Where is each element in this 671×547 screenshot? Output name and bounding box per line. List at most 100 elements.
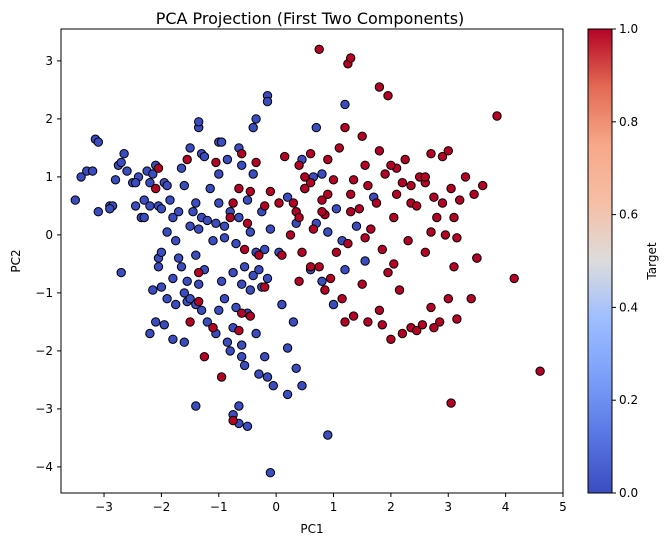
data-point <box>254 250 264 260</box>
data-point <box>386 160 396 171</box>
y-tick-label: 3 <box>45 54 53 68</box>
data-point <box>248 270 258 281</box>
data-point <box>122 166 132 176</box>
data-point <box>426 149 436 159</box>
data-point <box>194 117 204 127</box>
data-point <box>366 224 376 234</box>
data-point <box>245 186 256 197</box>
data-point <box>242 195 253 205</box>
data-point <box>337 294 347 304</box>
data-point <box>208 236 218 246</box>
data-point <box>194 224 204 234</box>
colorbar-label: Target <box>645 242 659 280</box>
data-point <box>234 401 244 411</box>
data-point <box>145 178 155 188</box>
data-point <box>219 221 230 231</box>
data-point <box>260 282 270 292</box>
data-point <box>354 204 364 214</box>
data-point <box>389 212 399 223</box>
data-point <box>371 198 382 208</box>
data-point <box>242 218 253 229</box>
data-point <box>156 282 167 292</box>
data-point <box>282 343 293 353</box>
data-point <box>374 146 385 156</box>
x-tick-label: 0 <box>272 500 280 514</box>
data-point <box>70 195 81 205</box>
data-point <box>265 468 276 478</box>
data-point <box>93 137 104 147</box>
data-point <box>323 430 333 440</box>
data-point <box>472 253 482 263</box>
data-point <box>254 369 264 379</box>
data-point <box>323 227 333 237</box>
data-point <box>262 96 273 107</box>
data-point <box>168 334 178 344</box>
data-point <box>282 389 293 400</box>
data-point <box>145 328 155 339</box>
data-point <box>374 82 385 92</box>
data-point <box>429 323 439 333</box>
data-point <box>239 244 250 255</box>
data-point <box>314 262 324 272</box>
data-point <box>363 180 373 191</box>
data-point <box>216 137 227 147</box>
data-point <box>173 253 184 263</box>
x-tick-label: −2 <box>153 500 171 514</box>
data-point <box>325 273 336 284</box>
data-point <box>239 360 250 371</box>
data-point <box>449 212 459 223</box>
data-point <box>323 189 333 200</box>
data-point <box>179 337 190 347</box>
data-point <box>363 317 373 327</box>
data-point <box>403 236 413 246</box>
y-tick-label: −1 <box>35 286 53 300</box>
data-point <box>93 207 104 217</box>
data-point <box>446 183 456 194</box>
data-point <box>168 273 178 284</box>
data-point <box>165 195 175 205</box>
data-point <box>374 305 385 315</box>
data-point <box>194 267 204 278</box>
data-point <box>274 198 284 208</box>
data-point <box>360 160 370 171</box>
data-point <box>377 320 387 330</box>
data-point <box>237 279 247 289</box>
data-point <box>202 215 213 226</box>
colorbar-tick-label: 1.0 <box>619 22 638 36</box>
data-point <box>214 169 224 179</box>
data-point <box>153 163 164 173</box>
data-point <box>234 325 244 336</box>
data-point <box>110 175 121 185</box>
data-point <box>420 172 430 182</box>
data-point <box>216 372 227 382</box>
data-point <box>205 183 215 194</box>
y-axis-label: PC2 <box>9 249 23 272</box>
x-tick-label: 3 <box>444 500 452 514</box>
data-point <box>260 201 270 211</box>
chart-title: PCA Projection (First Two Components) <box>156 9 465 28</box>
data-point <box>248 122 258 133</box>
data-point <box>145 201 155 211</box>
data-point <box>443 294 453 304</box>
y-tick-label: 0 <box>45 228 53 242</box>
data-point <box>351 221 362 231</box>
data-point <box>168 212 178 223</box>
y-tick-label: −3 <box>35 402 53 416</box>
colorbar-tick-label: 0.8 <box>619 115 638 129</box>
data-point <box>328 299 339 310</box>
data-point <box>268 381 278 391</box>
x-axis: −3 −2 −1 0 1 2 3 4 5 <box>95 493 567 514</box>
data-point <box>179 180 190 191</box>
data-point <box>225 212 235 223</box>
data-point <box>300 183 310 194</box>
data-point <box>237 340 247 350</box>
x-tick-label: 4 <box>502 500 510 514</box>
data-point <box>280 151 290 162</box>
data-point <box>346 189 356 200</box>
data-point <box>239 262 250 272</box>
data-point <box>397 328 408 339</box>
data-point <box>228 415 238 426</box>
data-point <box>228 267 238 278</box>
data-point <box>466 294 476 304</box>
